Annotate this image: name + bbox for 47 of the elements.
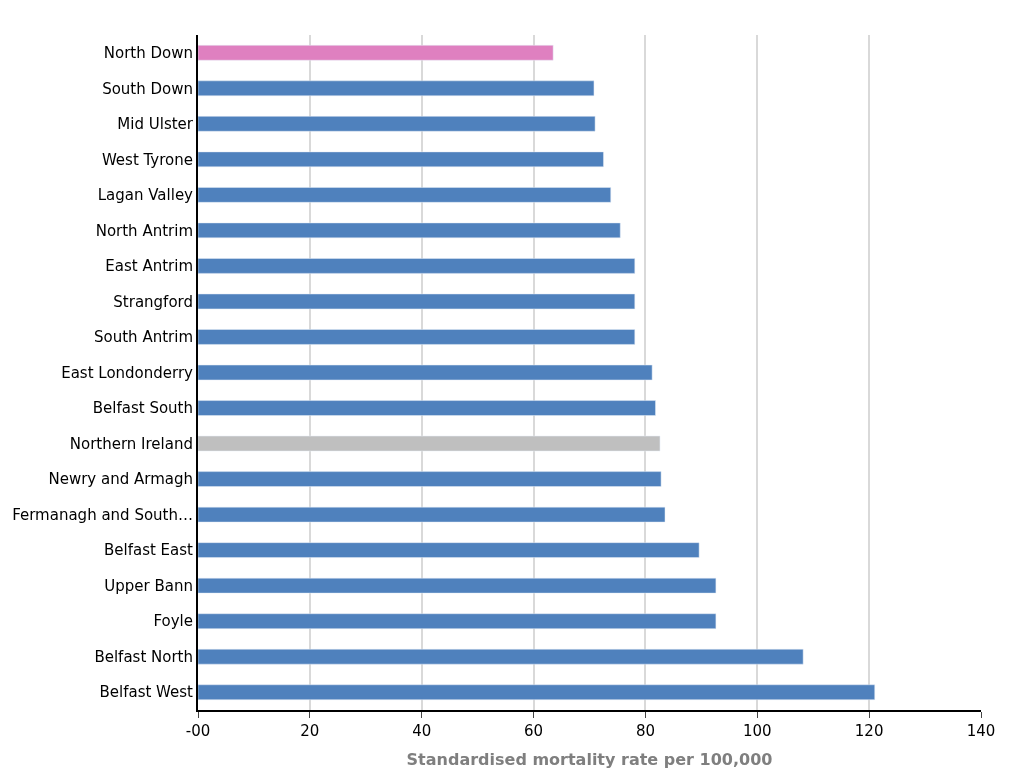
bar: [198, 222, 621, 239]
bar: [198, 577, 717, 594]
bar: [198, 649, 804, 665]
bar: [198, 613, 717, 629]
bar: [198, 329, 636, 345]
y-tick-label: Belfast East: [104, 541, 194, 560]
y-tick-label: West Tyrone: [101, 150, 193, 169]
y-tick-label: South Down: [102, 79, 193, 98]
bar: [198, 187, 611, 203]
x-axis-title: Standardised mortality rate per 100,000: [406, 750, 773, 770]
x-tick-label: 60: [524, 722, 544, 740]
y-tick-label: South Antrim: [94, 328, 193, 347]
x-tick-label: -00: [185, 722, 211, 740]
bar: [198, 151, 604, 168]
y-tick-label: Belfast South: [92, 399, 193, 418]
y-tick-label: Lagan Valley: [97, 186, 194, 205]
bar: [198, 293, 636, 310]
x-tick-label: 40: [412, 722, 432, 740]
y-tick-label: East Antrim: [105, 257, 193, 276]
bar: [198, 435, 661, 452]
y-tick-label: North Antrim: [95, 221, 193, 240]
x-tick-label: 80: [635, 722, 655, 740]
bar: [198, 684, 875, 700]
y-tick-label: Foyle: [153, 612, 193, 631]
bar: [198, 400, 656, 416]
y-tick-label: Strangford: [113, 292, 193, 311]
x-tick-label: 120: [854, 722, 884, 740]
y-tick-label: Upper Bann: [104, 576, 193, 595]
y-tick-label: Northern Ireland: [69, 434, 193, 453]
bar: [198, 258, 636, 274]
y-tick-label: Belfast West: [99, 683, 194, 702]
bar: [198, 506, 666, 523]
bar: [198, 471, 662, 487]
y-tick-label: Mid Ulster: [117, 115, 194, 134]
x-tick-label: 20: [300, 722, 320, 740]
x-tick-label: 100: [742, 722, 772, 740]
y-tick-label: North Down: [103, 44, 193, 63]
bar: [198, 364, 653, 381]
y-tick-label: Newry and Armagh: [48, 470, 193, 489]
x-tick-label: 140: [966, 722, 996, 740]
bar: [198, 542, 700, 558]
y-tick-label: Fermanagh and South…: [12, 505, 193, 524]
bar: [198, 116, 596, 132]
bar: [198, 45, 554, 61]
y-tick-label: East Londonderry: [61, 363, 194, 382]
y-tick-label: Belfast North: [94, 647, 193, 666]
bar: [198, 80, 595, 96]
